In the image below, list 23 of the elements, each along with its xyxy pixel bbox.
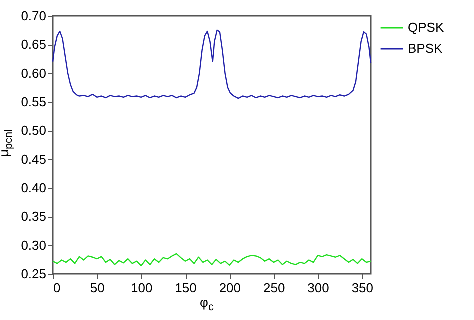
y-tick-label: 0.50: [21, 123, 46, 138]
legend-label: BPSK: [408, 41, 444, 56]
line-series: [52, 253, 372, 267]
y-tick-label: 0.65: [21, 37, 46, 52]
x-tick-label: 150: [175, 280, 197, 296]
y-tick-label: 0.45: [21, 152, 46, 167]
x-tick-label: 250: [263, 280, 286, 296]
line-series: [52, 30, 372, 100]
y-tick-label: 0.30: [21, 238, 46, 253]
y-tick-label: 0.60: [21, 66, 46, 81]
y-tick-label: 0.55: [21, 94, 46, 110]
y-tick-label: 0.70: [21, 8, 46, 24]
x-tick-label: 300: [308, 280, 330, 296]
y-tick-label: 0.25: [21, 266, 46, 282]
x-tick-label: 50: [90, 280, 105, 296]
legend-label: QPSK: [408, 20, 444, 35]
x-tick-label: 100: [130, 280, 153, 296]
x-tick-label: 350: [352, 280, 374, 296]
x-tick-label: 200: [219, 280, 242, 296]
x-tick-label: 0: [54, 280, 61, 296]
y-tick-label: 0.35: [21, 209, 46, 224]
x-axis-title: φ$_{c}$: [200, 295, 214, 314]
y-tick-label: 0.40: [21, 180, 46, 196]
